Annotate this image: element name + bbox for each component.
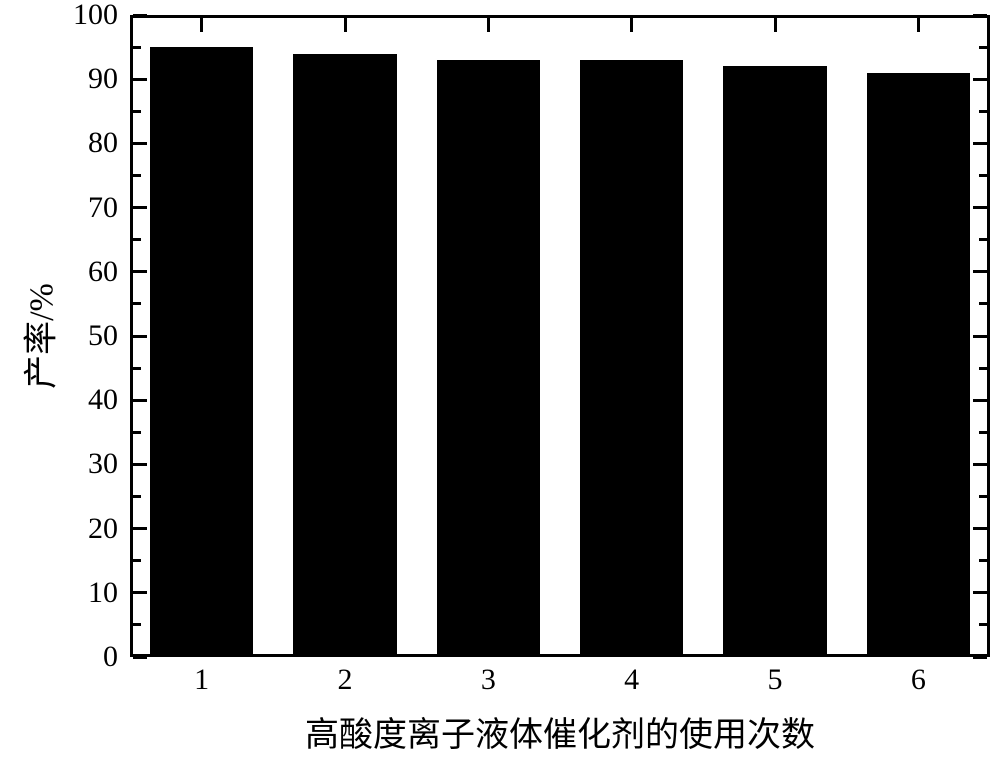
y-tick: [133, 399, 147, 402]
x-tick-label: 6: [911, 663, 926, 697]
y-tick-right: [973, 463, 987, 466]
y-minor-tick: [133, 46, 141, 49]
bar: [437, 60, 540, 657]
x-tick-label: 5: [768, 663, 783, 697]
x-tick-top: [774, 18, 777, 32]
y-tick: [133, 142, 147, 145]
y-tick-right: [973, 14, 987, 17]
y-tick-label: 20: [0, 512, 118, 546]
y-tick: [133, 335, 147, 338]
y-minor-tick-right: [979, 623, 987, 626]
y-tick-label: 30: [0, 447, 118, 481]
y-minor-tick-right: [979, 174, 987, 177]
bar: [293, 54, 396, 657]
y-minor-tick: [133, 623, 141, 626]
y-tick-label: 40: [0, 383, 118, 417]
bar: [150, 47, 253, 657]
y-tick-label: 10: [0, 576, 118, 610]
y-minor-tick: [133, 238, 141, 241]
x-tick-top: [917, 18, 920, 32]
plot-area: [130, 15, 990, 657]
y-minor-tick-right: [979, 46, 987, 49]
y-tick: [133, 463, 147, 466]
x-axis-line: [130, 654, 990, 657]
y-tick: [133, 78, 147, 81]
bar: [723, 66, 826, 657]
figure: 产率/% 高酸度离子液体催化剂的使用次数 0102030405060708090…: [0, 0, 1000, 770]
x-tick-label: 3: [481, 663, 496, 697]
x-tick-label: 1: [194, 663, 209, 697]
x-tick-top: [630, 18, 633, 32]
y-tick: [133, 270, 147, 273]
y-minor-tick: [133, 367, 141, 370]
x-tick-top: [487, 18, 490, 32]
y-minor-tick: [133, 559, 141, 562]
x-tick-top: [200, 18, 203, 32]
y-tick-label: 60: [0, 255, 118, 289]
y-minor-tick: [133, 495, 141, 498]
y-tick-right: [973, 78, 987, 81]
y-tick-right: [973, 142, 987, 145]
y-tick-label: 0: [0, 640, 118, 674]
y-minor-tick-right: [979, 431, 987, 434]
y-tick-right: [973, 527, 987, 530]
x-tick-label: 4: [624, 663, 639, 697]
y-tick-right: [973, 270, 987, 273]
y-tick-right: [973, 591, 987, 594]
y-minor-tick-right: [979, 238, 987, 241]
x-axis-title: 高酸度离子液体催化剂的使用次数: [305, 707, 815, 756]
y-tick-label: 80: [0, 126, 118, 160]
x-tick-label: 2: [338, 663, 353, 697]
bar: [580, 60, 683, 657]
y-minor-tick-right: [979, 367, 987, 370]
bar: [867, 73, 970, 657]
x-tick-top: [344, 18, 347, 32]
y-tick-label: 90: [0, 62, 118, 96]
y-tick: [133, 14, 147, 17]
y-tick-right: [973, 335, 987, 338]
y-minor-tick-right: [979, 495, 987, 498]
y-tick-label: 70: [0, 191, 118, 225]
y-tick: [133, 591, 147, 594]
y-minor-tick-right: [979, 559, 987, 562]
y-minor-tick: [133, 302, 141, 305]
y-minor-tick-right: [979, 110, 987, 113]
y-tick-label: 50: [0, 319, 118, 353]
y-minor-tick-right: [979, 302, 987, 305]
y-minor-tick: [133, 110, 141, 113]
y-tick: [133, 656, 147, 659]
y-minor-tick: [133, 174, 141, 177]
y-tick-right: [973, 399, 987, 402]
y-tick-right: [973, 656, 987, 659]
y-tick-right: [973, 206, 987, 209]
y-tick: [133, 527, 147, 530]
y-tick: [133, 206, 147, 209]
y-tick-label: 100: [0, 0, 118, 32]
y-minor-tick: [133, 431, 141, 434]
